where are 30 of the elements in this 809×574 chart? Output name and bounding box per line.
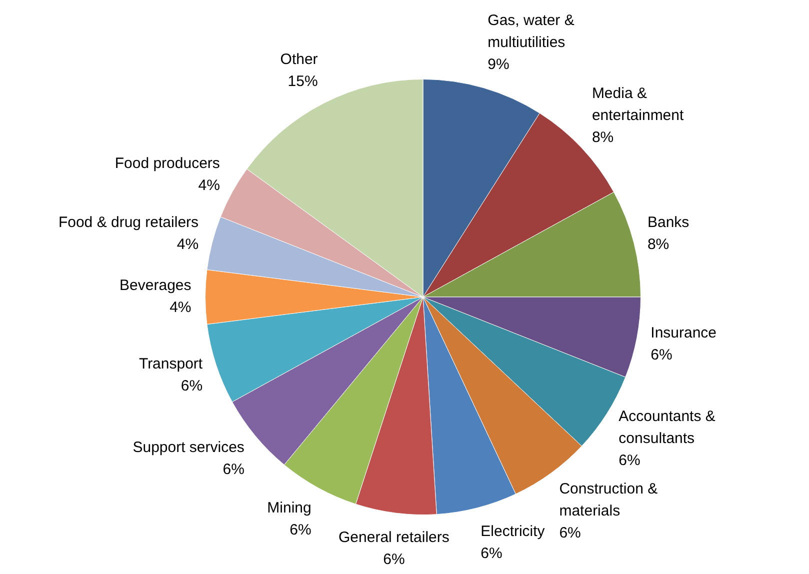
- data-label: 6%: [559, 524, 581, 542]
- data-label: 6%: [480, 544, 502, 562]
- data-label: 4%: [198, 176, 220, 194]
- slice-label: Food & drug retailers: [58, 214, 199, 232]
- slice-label: Support services: [132, 438, 244, 456]
- slice-label: Gas, water & multiutilities: [488, 12, 574, 51]
- slice-label: Insurance: [650, 324, 717, 342]
- data-label: 4%: [176, 236, 199, 254]
- data-label: 8%: [647, 236, 670, 254]
- data-label: 4%: [170, 299, 192, 316]
- data-label: 6%: [290, 522, 312, 539]
- slice-label: Beverages: [120, 277, 192, 294]
- slice-label: Accountants & consultants: [618, 408, 716, 447]
- slice-label: Construction & materials: [559, 480, 658, 520]
- data-label: 6%: [618, 452, 640, 469]
- data-label: 9%: [488, 56, 510, 73]
- data-label: 6%: [650, 346, 672, 364]
- slice-label: Other: [280, 51, 318, 68]
- slice-label: Food producers: [114, 154, 220, 172]
- slice-label: Transport: [138, 356, 204, 373]
- slice-label: Electricity: [480, 522, 546, 540]
- data-label: 15%: [288, 73, 318, 90]
- slice-label: General retailers: [338, 529, 450, 546]
- slice-label: Media & entertainment: [592, 84, 684, 124]
- data-label: 6%: [222, 460, 244, 478]
- data-label: 6%: [383, 551, 405, 568]
- slice-label: Banks: [647, 214, 690, 232]
- data-label: 6%: [180, 378, 203, 395]
- slice-label: Mining: [267, 500, 312, 517]
- data-label: 8%: [592, 128, 614, 146]
